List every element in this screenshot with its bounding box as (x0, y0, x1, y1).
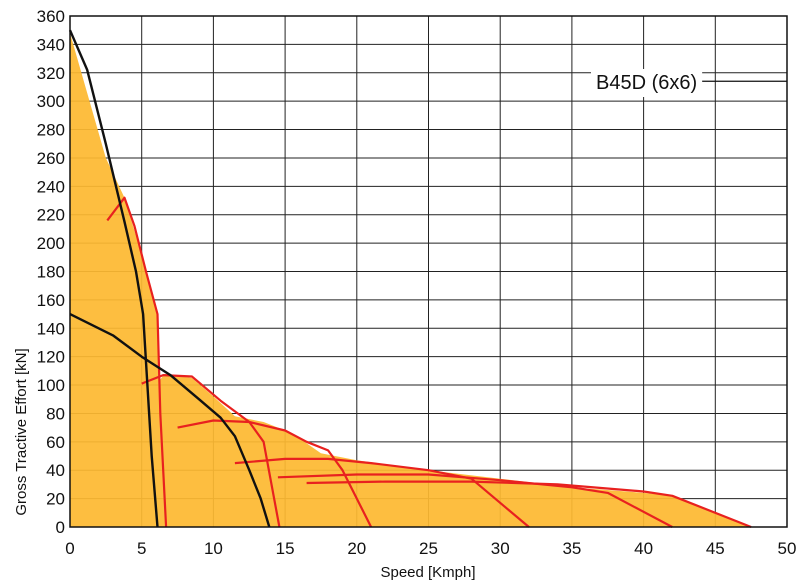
y-tick-label: 360 (37, 7, 65, 26)
y-tick-label: 100 (37, 376, 65, 395)
y-tick-label: 60 (46, 433, 65, 452)
gear-curve-2 (141, 374, 281, 528)
y-tick-label: 40 (46, 461, 65, 480)
y-tick-label: 0 (56, 518, 65, 537)
y-tick-label: 240 (37, 177, 65, 196)
tractive-effort-envelope (70, 33, 752, 527)
envelope-layer (70, 33, 752, 527)
chart-title-box: B45D (6x6) (591, 69, 787, 97)
y-tick-label: 220 (37, 206, 65, 225)
y-tick-label: 200 (37, 234, 65, 253)
gear-curve-3 (177, 419, 373, 528)
y-tick-label: 300 (37, 92, 65, 111)
x-tick-label: 50 (778, 539, 797, 558)
plot-border (69, 15, 788, 528)
y-axis-label: Gross Tractive Effort [kN] (13, 348, 30, 515)
x-tick-label: 20 (347, 539, 366, 558)
gear-curve-5 (277, 473, 673, 528)
x-tick-label: 45 (706, 539, 725, 558)
gear-curve-6 (306, 480, 752, 529)
x-tick-label: 10 (204, 539, 223, 558)
y-tick-label: 160 (37, 291, 65, 310)
chart-title: B45D (6x6) (596, 72, 697, 94)
x-tick-label: 0 (65, 539, 74, 558)
x-tick-label: 25 (419, 539, 438, 558)
tick-labels: 0 5 10 15 20 25 30 35 40 45 50 0 20 40 60 80 100 120 140 16… (37, 7, 797, 558)
x-tick-label: 15 (276, 539, 295, 558)
y-tick-label: 120 (37, 348, 65, 367)
y-tick-label: 340 (37, 35, 65, 54)
y-tick-label: 80 (46, 404, 65, 423)
x-tick-label: 30 (491, 539, 510, 558)
black-curve-2 (69, 313, 271, 528)
y-tick-label: 20 (46, 490, 65, 509)
x-tick-label: 40 (634, 539, 653, 558)
black-curve-1 (68, 29, 159, 528)
x-axis-label: Speed [Kmph] (380, 564, 475, 581)
y-tick-label: 320 (37, 64, 65, 83)
gear-curve-1 (106, 196, 168, 528)
y-tick-label: 280 (37, 121, 65, 140)
y-tick-label: 140 (37, 319, 65, 338)
y-tick-label: 180 (37, 263, 65, 282)
x-tick-label: 35 (562, 539, 581, 558)
plot-frame (69, 15, 788, 528)
y-tick-label: 260 (37, 149, 65, 168)
curve-layer (68, 29, 752, 529)
x-tick-label: 5 (137, 539, 146, 558)
